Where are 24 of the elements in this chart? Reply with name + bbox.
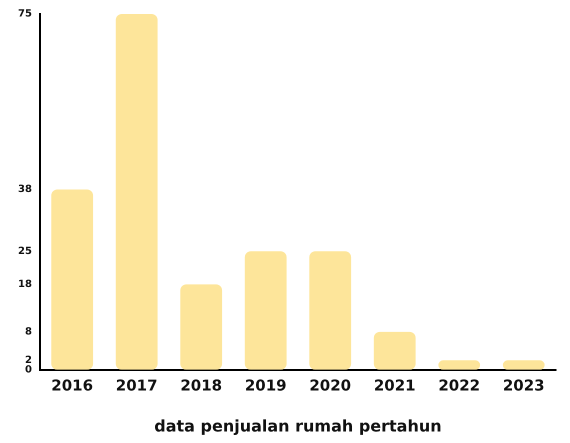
x-tick-label: 2018	[180, 376, 222, 395]
bar	[51, 190, 94, 370]
y-tick-label: 2	[24, 354, 32, 366]
y-tick-label: 8	[24, 326, 32, 338]
y-tick-label: 0	[24, 364, 32, 376]
bar	[502, 360, 545, 370]
x-tick-label: 2017	[116, 376, 158, 395]
bar	[374, 332, 416, 370]
x-tick-label: 2022	[438, 376, 480, 395]
x-tick-label: 2023	[502, 376, 545, 395]
y-tick-label: 25	[18, 246, 32, 257]
y-tick-label: 75	[18, 8, 32, 20]
bar	[438, 360, 480, 370]
x-tick-label: 2019	[244, 376, 287, 395]
x-tick-label: 2021	[374, 376, 416, 395]
x-axis-title: data penjualan rumah pertahun	[154, 416, 442, 436]
bar	[309, 251, 352, 370]
y-tick-label: 38	[18, 184, 32, 196]
x-tick-label: 2020	[309, 376, 352, 395]
y-tick-label: 18	[18, 279, 32, 290]
bar	[244, 251, 287, 370]
bar	[116, 14, 158, 370]
x-tick-label: 2016	[51, 376, 94, 395]
bar	[180, 284, 222, 370]
